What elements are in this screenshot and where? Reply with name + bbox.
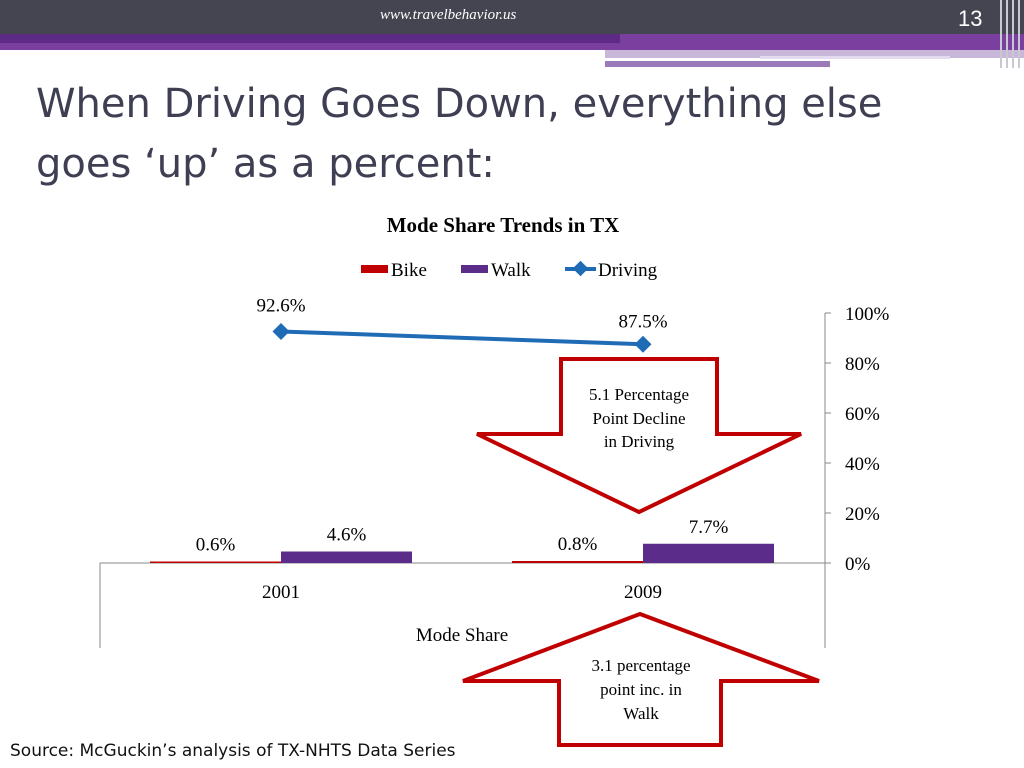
bar-walk-2001 xyxy=(281,551,412,563)
y-tick-label: 40% xyxy=(845,454,880,475)
data-label-driving: 87.5% xyxy=(618,311,667,332)
data-label-walk: 4.6% xyxy=(327,525,367,546)
bar-bike-2001 xyxy=(150,561,281,563)
slide-title: When Driving Goes Down, everything else … xyxy=(36,81,883,187)
legend: Bike Walk Driving xyxy=(361,260,658,281)
header-accent-strip-dark xyxy=(0,34,620,43)
y-tick-label: 80% xyxy=(845,354,880,375)
x-tick-label: 2001 xyxy=(262,582,300,603)
decorative-line xyxy=(760,56,950,59)
header-url: www.travelbehavior.us xyxy=(380,7,517,23)
increase-arrow: 3.1 percentage point inc. in Walk xyxy=(462,611,820,747)
bar-bike-2009 xyxy=(512,561,643,563)
decorative-line xyxy=(605,61,830,67)
chart-title: Mode Share Trends in TX xyxy=(387,213,620,237)
increase-annotation-line-2: point inc. in xyxy=(600,680,682,699)
y-tick-label: 100% xyxy=(845,304,890,325)
data-label-bike: 0.8% xyxy=(558,534,598,555)
increase-annotation-line-1: 3.1 percentage xyxy=(591,656,690,675)
data-label-bike: 0.6% xyxy=(196,535,236,556)
decline-annotation-line-3: in Driving xyxy=(604,432,675,451)
decline-annotation-line-1: 5.1 Percentage xyxy=(589,385,689,404)
x-axis-label: Mode Share xyxy=(416,625,508,646)
legend-label-driving: Driving xyxy=(598,260,658,281)
header-bar xyxy=(0,0,1024,34)
decorative-vertical-lines xyxy=(996,0,1024,68)
bars: 0.6% 0.8% 4.6% 7.7% xyxy=(150,517,774,563)
page-number: 13 xyxy=(958,6,983,31)
driving-point-2001 xyxy=(272,323,290,340)
bar-walk-2009 xyxy=(643,543,774,563)
driving-series-line xyxy=(280,329,644,347)
data-label-walk: 7.7% xyxy=(689,517,729,538)
y-axis: 0% 20% 40% 60% 80% 100% xyxy=(825,304,890,575)
legend-swatch-bike xyxy=(361,265,388,273)
x-axis-ticks: 2001 2009 xyxy=(262,582,662,603)
increase-annotation-line-3: Walk xyxy=(623,704,659,723)
x-tick-label: 2009 xyxy=(624,582,662,603)
decline-annotation-line-2: Point Decline xyxy=(592,409,685,428)
source-note: Source: McGuckin’s analysis of TX-NHTS D… xyxy=(10,741,456,761)
increase-arrow-shape xyxy=(462,611,820,747)
legend-label-bike: Bike xyxy=(391,260,427,281)
data-label-driving: 92.6% xyxy=(256,296,305,317)
decorative-line xyxy=(605,50,1024,58)
decline-arrow-shape xyxy=(476,357,802,515)
y-tick-label: 0% xyxy=(845,554,871,575)
legend-label-walk: Walk xyxy=(491,260,531,281)
decline-arrow: 5.1 Percentage Point Decline in Driving xyxy=(476,357,802,515)
y-tick-label: 60% xyxy=(845,404,880,425)
driving-point-2009 xyxy=(634,335,652,353)
legend-swatch-walk xyxy=(461,265,488,273)
driving-line: 92.6% 87.5% xyxy=(256,296,668,353)
y-tick-label: 20% xyxy=(845,504,880,525)
legend-marker-driving xyxy=(572,260,589,277)
